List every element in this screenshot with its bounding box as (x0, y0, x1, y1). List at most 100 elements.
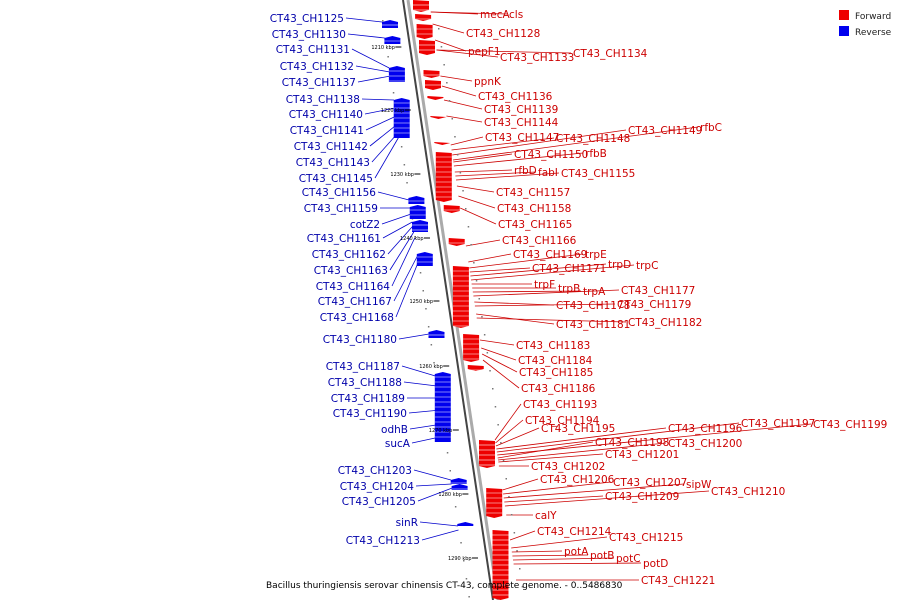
reverse-gene-label[interactable]: sinR (396, 517, 418, 529)
forward-gene-label[interactable]: CT43_CH1155 (561, 168, 635, 180)
reverse-label-connector (393, 255, 418, 302)
forward-gene-label[interactable]: potD (643, 558, 668, 570)
forward-gene-label[interactable]: trpF (534, 279, 555, 291)
legend: Forward Reverse (839, 10, 892, 38)
reverse-gene-label[interactable]: CT43_CH1213 (346, 535, 420, 547)
forward-gene-label[interactable]: CT43_CH1150 (514, 149, 588, 161)
forward-gene-label[interactable]: CT43_CH1209 (605, 491, 679, 503)
forward-gene-label[interactable]: CT43_CH1179 (617, 299, 691, 311)
forward-gene-label[interactable]: CT43_CH1200 (668, 438, 742, 450)
forward-gene-label[interactable]: CT43_CH1199 (813, 419, 887, 431)
forward-gene-label[interactable]: CT43_CH1193 (523, 399, 597, 411)
reverse-gene-label[interactable]: CT43_CH1142 (294, 141, 368, 153)
forward-gene-label[interactable]: fabI (538, 167, 558, 179)
forward-gene-label[interactable]: rfbC (700, 122, 722, 134)
forward-gene-label[interactable]: CT43_CH1182 (628, 317, 702, 329)
forward-gene-label[interactable]: CT43_CH1134 (573, 48, 648, 60)
reverse-gene-label[interactable]: CT43_CH1156 (302, 187, 377, 199)
forward-gene-label[interactable]: CT43_CH1158 (497, 203, 571, 215)
reverse-gene-label[interactable]: CT43_CH1138 (286, 94, 360, 106)
reverse-gene-label[interactable]: CT43_CH1140 (289, 109, 363, 121)
forward-gene-label[interactable]: CT43_CH1133 (500, 52, 574, 64)
reverse-gene-label[interactable]: sucA (385, 438, 411, 450)
forward-gene-label[interactable]: CT43_CH1194 (525, 415, 600, 427)
forward-gene-label[interactable]: CT43_CH1128 (466, 28, 540, 40)
forward-gene-label[interactable]: cls (509, 9, 523, 21)
forward-gene-label[interactable]: CT43_CH1201 (605, 449, 679, 461)
forward-gene-label[interactable]: CT43_CH1165 (498, 219, 572, 231)
reverse-gene-label[interactable]: CT43_CH1141 (290, 125, 364, 137)
forward-gene-label[interactable]: CT43_CH1166 (502, 235, 577, 247)
reverse-gene-label[interactable]: CT43_CH1163 (314, 265, 388, 277)
reverse-gene-label[interactable]: CT43_CH1159 (304, 203, 378, 215)
forward-gene-label[interactable]: CT43_CH1149 (628, 125, 702, 137)
reverse-gene-label[interactable]: cotZ2 (350, 219, 380, 231)
reverse-gene-label[interactable]: CT43_CH1130 (272, 29, 346, 41)
forward-gene-label[interactable]: CT43_CH1139 (484, 104, 558, 116)
forward-gene-label[interactable]: CT43_CH1215 (609, 532, 683, 544)
reverse-gene-label[interactable]: CT43_CH1162 (312, 249, 386, 261)
forward-gene-label[interactable]: potB (590, 550, 614, 562)
forward-gene-label[interactable]: CT43_CH1186 (521, 383, 596, 395)
reverse-gene-label[interactable]: CT43_CH1145 (299, 173, 373, 185)
forward-gene-label[interactable]: CT43_CH1169 (513, 249, 587, 261)
forward-gene-label[interactable]: CT43_CH1202 (531, 461, 605, 473)
forward-gene-label[interactable]: CT43_CH1185 (519, 367, 593, 379)
reverse-gene-label[interactable]: CT43_CH1167 (318, 296, 392, 308)
reverse-gene-label[interactable]: CT43_CH1204 (340, 481, 415, 493)
forward-gene-label[interactable]: CT43_CH1136 (478, 91, 553, 103)
forward-gene-label[interactable]: rfbB (585, 148, 607, 160)
axis-dot (403, 164, 406, 166)
forward-gene-label[interactable]: CT43_CH1183 (516, 340, 590, 352)
forward-gene-label[interactable]: CT43_CH1147 (485, 132, 559, 144)
forward-gene-label[interactable]: pepF1 (468, 46, 501, 58)
reverse-gene-label[interactable]: CT43_CH1190 (333, 408, 407, 420)
reverse-gene-label[interactable]: odhB (381, 424, 408, 436)
forward-gene-label[interactable]: trpE (585, 249, 607, 261)
reverse-gene-label[interactable]: CT43_CH1180 (323, 334, 397, 346)
forward-gene-label[interactable]: CT43_CH1157 (496, 187, 570, 199)
forward-gene-label[interactable]: sipW (686, 479, 712, 491)
forward-gene-label[interactable]: CT43_CH1178 (556, 300, 630, 312)
forward-gene-label[interactable]: CT43_CH1206 (540, 474, 615, 486)
forward-gene-label[interactable]: CT43_CH1184 (518, 355, 593, 367)
forward-gene-label[interactable]: potC (616, 553, 641, 565)
forward-gene-label[interactable]: CT43_CH1195 (541, 423, 615, 435)
reverse-gene-label[interactable]: CT43_CH1143 (296, 157, 370, 169)
reverse-gene-label[interactable]: CT43_CH1205 (342, 496, 416, 508)
axis-dot (486, 352, 489, 354)
forward-gene-label[interactable]: CT43_CH1196 (668, 423, 743, 435)
reverse-gene-label[interactable]: CT43_CH1161 (307, 233, 381, 245)
forward-gene-label[interactable]: CT43_CH1181 (556, 319, 630, 331)
forward-gene-label[interactable]: CT43_CH1198 (595, 437, 669, 449)
forward-gene-label[interactable]: mecA (480, 9, 510, 21)
forward-gene-label[interactable]: CT43_CH1207 (613, 477, 687, 489)
forward-gene-label[interactable]: CT43_CH1177 (621, 285, 695, 297)
reverse-gene-label[interactable]: CT43_CH1137 (282, 77, 356, 89)
reverse-gene-label[interactable]: CT43_CH1131 (276, 44, 350, 56)
reverse-gene-label[interactable]: CT43_CH1203 (338, 465, 412, 477)
forward-label-connector (451, 137, 555, 151)
forward-gene-label[interactable]: trpC (636, 260, 658, 272)
reverse-gene-label[interactable]: CT43_CH1189 (331, 393, 405, 405)
forward-gene-label[interactable]: CT43_CH1148 (556, 133, 630, 145)
forward-gene-label[interactable]: CT43_CH1171 (532, 263, 606, 275)
forward-gene-label[interactable]: ppnK (474, 76, 502, 88)
forward-gene-label[interactable]: CT43_CH1144 (484, 117, 559, 129)
forward-gene-label[interactable]: trpA (583, 286, 606, 298)
forward-gene-label[interactable]: trpD (608, 259, 631, 271)
reverse-gene-label[interactable]: CT43_CH1125 (270, 13, 344, 25)
reverse-gene-label[interactable]: CT43_CH1132 (280, 61, 354, 73)
reverse-gene-label[interactable]: CT43_CH1187 (326, 361, 400, 373)
forward-gene-label[interactable]: rfbD (514, 165, 537, 177)
forward-gene-label[interactable]: CT43_CH1197 (741, 418, 815, 430)
forward-gene-label[interactable]: calY (535, 510, 557, 522)
reverse-gene-label[interactable]: CT43_CH1188 (328, 377, 402, 389)
reverse-gene-label[interactable]: CT43_CH1168 (320, 312, 394, 324)
forward-gene-label[interactable]: CT43_CH1214 (537, 526, 612, 538)
reverse-gene-label[interactable]: CT43_CH1164 (316, 281, 391, 293)
forward-gene-label[interactable]: CT43_CH1221 (641, 575, 715, 587)
forward-gene-label[interactable]: CT43_CH1210 (711, 486, 785, 498)
forward-gene-label[interactable]: trpB (558, 283, 580, 295)
forward-gene-label[interactable]: potA (564, 546, 589, 558)
